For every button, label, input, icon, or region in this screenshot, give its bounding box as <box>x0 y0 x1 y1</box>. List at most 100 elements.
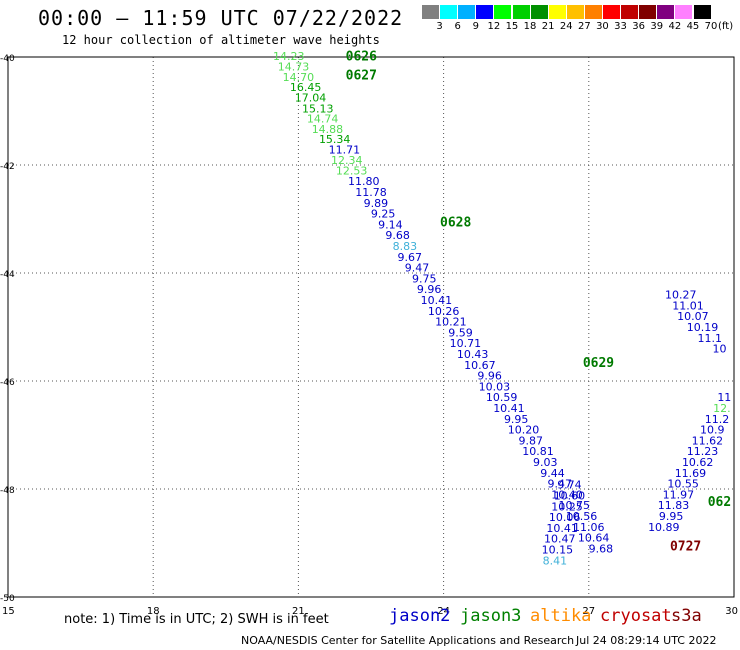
colorbar-label: 15 <box>505 21 519 32</box>
wave-height-point: 10.62 <box>682 456 714 469</box>
footer-note: note: 1) Time is in UTC; 2) SWH is in fe… <box>64 612 329 627</box>
colorbar-label: 39 <box>650 21 664 32</box>
wave-height-point: 9.67 <box>397 251 422 264</box>
wave-height-point: 11.80 <box>348 175 380 188</box>
time-label: 062 <box>708 495 731 510</box>
time-label: 0629 <box>583 356 614 371</box>
mission-label-s3a: s3a <box>671 606 702 626</box>
page-subtitle: 12 hour collection of altimeter wave hei… <box>62 33 380 47</box>
wave-height-point: 9.47 <box>548 478 573 491</box>
wave-height-point: 10.40 <box>551 488 583 501</box>
x-tick-label: 27 <box>582 606 595 617</box>
y-tick-label: -46 <box>0 378 15 388</box>
wave-height-point: 11.62 <box>692 434 724 447</box>
wave-height-point: 10.27 <box>665 289 697 302</box>
wave-height-point: 10.75 <box>559 499 591 512</box>
wave-height-point: 9.95 <box>659 510 684 523</box>
colorbar-label: 21 <box>541 21 555 32</box>
wave-height-point: 9.25 <box>371 208 396 221</box>
wave-height-point: 10.71 <box>450 337 482 350</box>
wave-height-point: 11.01 <box>672 299 704 312</box>
colorbar-swatch <box>512 5 530 19</box>
wave-height-point: 10.15 <box>542 543 574 556</box>
wave-height-point: 12.53 <box>336 164 368 177</box>
wave-height-point: 15.13 <box>302 102 334 115</box>
colorbar-label: 18 <box>523 21 537 32</box>
time-label: 0626 <box>346 49 377 64</box>
wave-height-point: 10.81 <box>522 445 554 458</box>
wave-height-point: 16.45 <box>290 81 322 94</box>
y-tick-label: -50 <box>0 594 15 604</box>
colorbar-swatch <box>458 5 476 19</box>
wave-height-point: 11.06 <box>573 521 605 534</box>
wave-height-point: 17.04 <box>295 92 327 105</box>
wave-height-point: 11.1 <box>698 332 723 345</box>
wave-height-point: 10.67 <box>464 359 496 372</box>
wave-height-point: 11.71 <box>329 143 361 156</box>
x-tick-label: 21 <box>292 606 305 617</box>
wave-height-point: 9.14 <box>378 218 403 231</box>
wave-height-point: 9.59 <box>448 326 473 339</box>
colorbar-swatch <box>603 5 620 19</box>
plot-grid <box>7 56 735 598</box>
wave-height-point: 11.78 <box>355 186 387 199</box>
wave-height-point: 11.97 <box>663 488 695 501</box>
y-tick-label: -40 <box>0 54 15 64</box>
wave-height-point: 8.41 <box>543 554 568 567</box>
colorbar-unit: (ft) <box>718 21 734 32</box>
wave-height-point: 11.69 <box>675 467 707 480</box>
x-tick-label: 30 <box>725 606 738 617</box>
wave-height-point: 10.43 <box>457 348 489 361</box>
wave-height-point: 14.73 <box>278 61 310 74</box>
wave-height-point: 14.74 <box>307 113 339 126</box>
y-tick-label: -48 <box>0 486 15 496</box>
wave-height-point: 10.20 <box>508 424 540 437</box>
wave-height-point: 10.21 <box>435 316 467 329</box>
wave-height-point: 10.89 <box>648 521 680 534</box>
colorbar-label: 45 <box>686 21 700 32</box>
colorbar-label: 3 <box>436 21 443 32</box>
wave-height-point: 11.83 <box>658 499 690 512</box>
wave-height-point: 10.9 <box>700 424 725 437</box>
time-label: 0727 <box>670 540 701 555</box>
data-points: 14.2314.7314.7016.4517.0415.1314.7414.88… <box>273 50 731 567</box>
wave-height-point: 9.68 <box>385 229 410 242</box>
wave-height-point: 10.64 <box>578 532 610 545</box>
colorbar-swatch <box>530 5 548 19</box>
wave-height-point: 15.34 <box>319 133 351 146</box>
colorbar-label: 30 <box>596 21 609 32</box>
wave-height-point: 9.89 <box>364 197 389 210</box>
colorbar-swatch <box>566 5 584 19</box>
colorbar-label: 42 <box>668 21 682 32</box>
colorbar-swatch <box>440 5 458 19</box>
wave-height-point: 10.41 <box>421 294 453 307</box>
colorbar-label: 27 <box>577 21 591 32</box>
wave-height-point: 9.95 <box>504 413 529 426</box>
wave-height-point: 9.96 <box>417 283 442 296</box>
colorbar-swatch <box>639 5 657 19</box>
wave-height-point: 9.68 <box>589 542 614 555</box>
colorbar-label: 9 <box>472 21 479 32</box>
wave-height-point: 10.07 <box>677 310 709 323</box>
wave-height-point: 9.74 <box>557 479 582 492</box>
wave-height-point: 14.23 <box>273 50 305 63</box>
colorbar-swatch <box>675 5 693 19</box>
wave-height-point: 10.47 <box>544 533 576 546</box>
wave-height-point: 10 <box>712 343 726 356</box>
axis-tick-labels: 15 18 21 24 27 30 -40 -42 -44 -46 -48 -50 <box>0 54 738 617</box>
y-tick-label: -42 <box>0 162 15 172</box>
wave-height-point: 8.83 <box>393 240 418 253</box>
mission-label-jason3: jason3 <box>460 606 522 626</box>
colorbar-label: 33 <box>614 21 627 32</box>
time-label: 0627 <box>346 68 377 83</box>
wave-height-point: 9.75 <box>412 272 437 285</box>
x-tick-label: 24 <box>437 606 450 617</box>
wave-height-point: 9.87 <box>518 434 543 447</box>
page-title: 00:00 – 11:59 UTC 07/22/2022 <box>38 6 404 30</box>
wave-height-point: 10.60 <box>554 489 586 502</box>
colorbar-label: 36 <box>632 21 645 32</box>
wave-height-point: 10.19 <box>687 321 719 334</box>
time-label: 0628 <box>440 216 471 231</box>
y-tick-label: -44 <box>0 270 15 280</box>
